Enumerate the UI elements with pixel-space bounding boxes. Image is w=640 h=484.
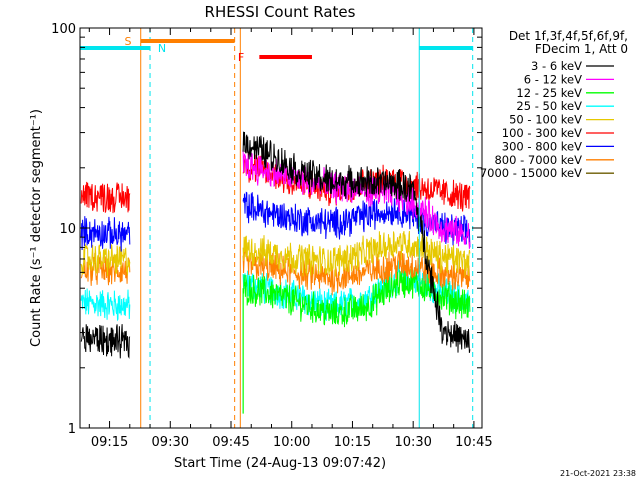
legend-entry-label: 7000 - 15000 keV (480, 166, 582, 180)
x-tick-label: 10:00 (273, 435, 310, 450)
footer-timestamp: 21-Oct-2021 23:38 (560, 469, 636, 478)
x-axis-label: Start Time (24-Aug-13 09:07:42) (174, 456, 386, 471)
annotation-label-s: S (125, 35, 132, 48)
legend-entry-label: 3 - 6 keV (531, 59, 582, 73)
y-axis-label: Count Rate (s⁻¹ detector segment⁻¹) (29, 109, 44, 347)
annotation-label-n: N (158, 42, 166, 55)
legend-entry-label: 800 - 7000 keV (494, 153, 582, 167)
series-line (80, 181, 131, 214)
legend-entry-label: 12 - 25 keV (516, 86, 582, 100)
x-tick-label: 10:45 (455, 435, 492, 450)
legend-header-line-2: FDecim 1, Att 0 (535, 42, 628, 56)
series-line (80, 288, 131, 322)
x-tick-label: 10:30 (394, 435, 431, 450)
y-tick-label: 100 (51, 22, 76, 37)
legend-entry-label: 25 - 50 keV (516, 99, 582, 113)
series-line (80, 324, 131, 359)
legend-entry-label: 100 - 300 keV (502, 126, 582, 140)
y-tick-label: 1 (68, 422, 76, 437)
overlay-layer: S N F (80, 28, 474, 428)
x-tick-label: 09:45 (212, 435, 249, 450)
series-line (80, 216, 131, 252)
legend-entry-label: 50 - 100 keV (509, 113, 582, 127)
x-tick-label: 09:30 (152, 435, 189, 450)
annotation-label-f: F (238, 51, 244, 64)
legend: Det 1f,3f,4f,5f,6f,9f, FDecim 1, Att 0 3… (480, 29, 628, 180)
series-line (242, 230, 471, 277)
axes-layer: 09:15 09:30 09:45 10:00 10:15 10:30 10:45 1 10 10… (51, 22, 492, 450)
data-layer (80, 131, 471, 414)
series-line (242, 131, 471, 353)
y-tick-label: 10 (59, 222, 76, 237)
x-tick-label: 10:15 (334, 435, 371, 450)
legend-entry-label: 300 - 800 keV (502, 139, 582, 153)
x-tick-label: 09:15 (91, 435, 128, 450)
legend-entry-label: 6 - 12 keV (524, 72, 582, 86)
chart-title: RHESSI Count Rates (205, 3, 356, 21)
legend-header-line-1: Det 1f,3f,4f,5f,6f,9f, (509, 29, 628, 43)
